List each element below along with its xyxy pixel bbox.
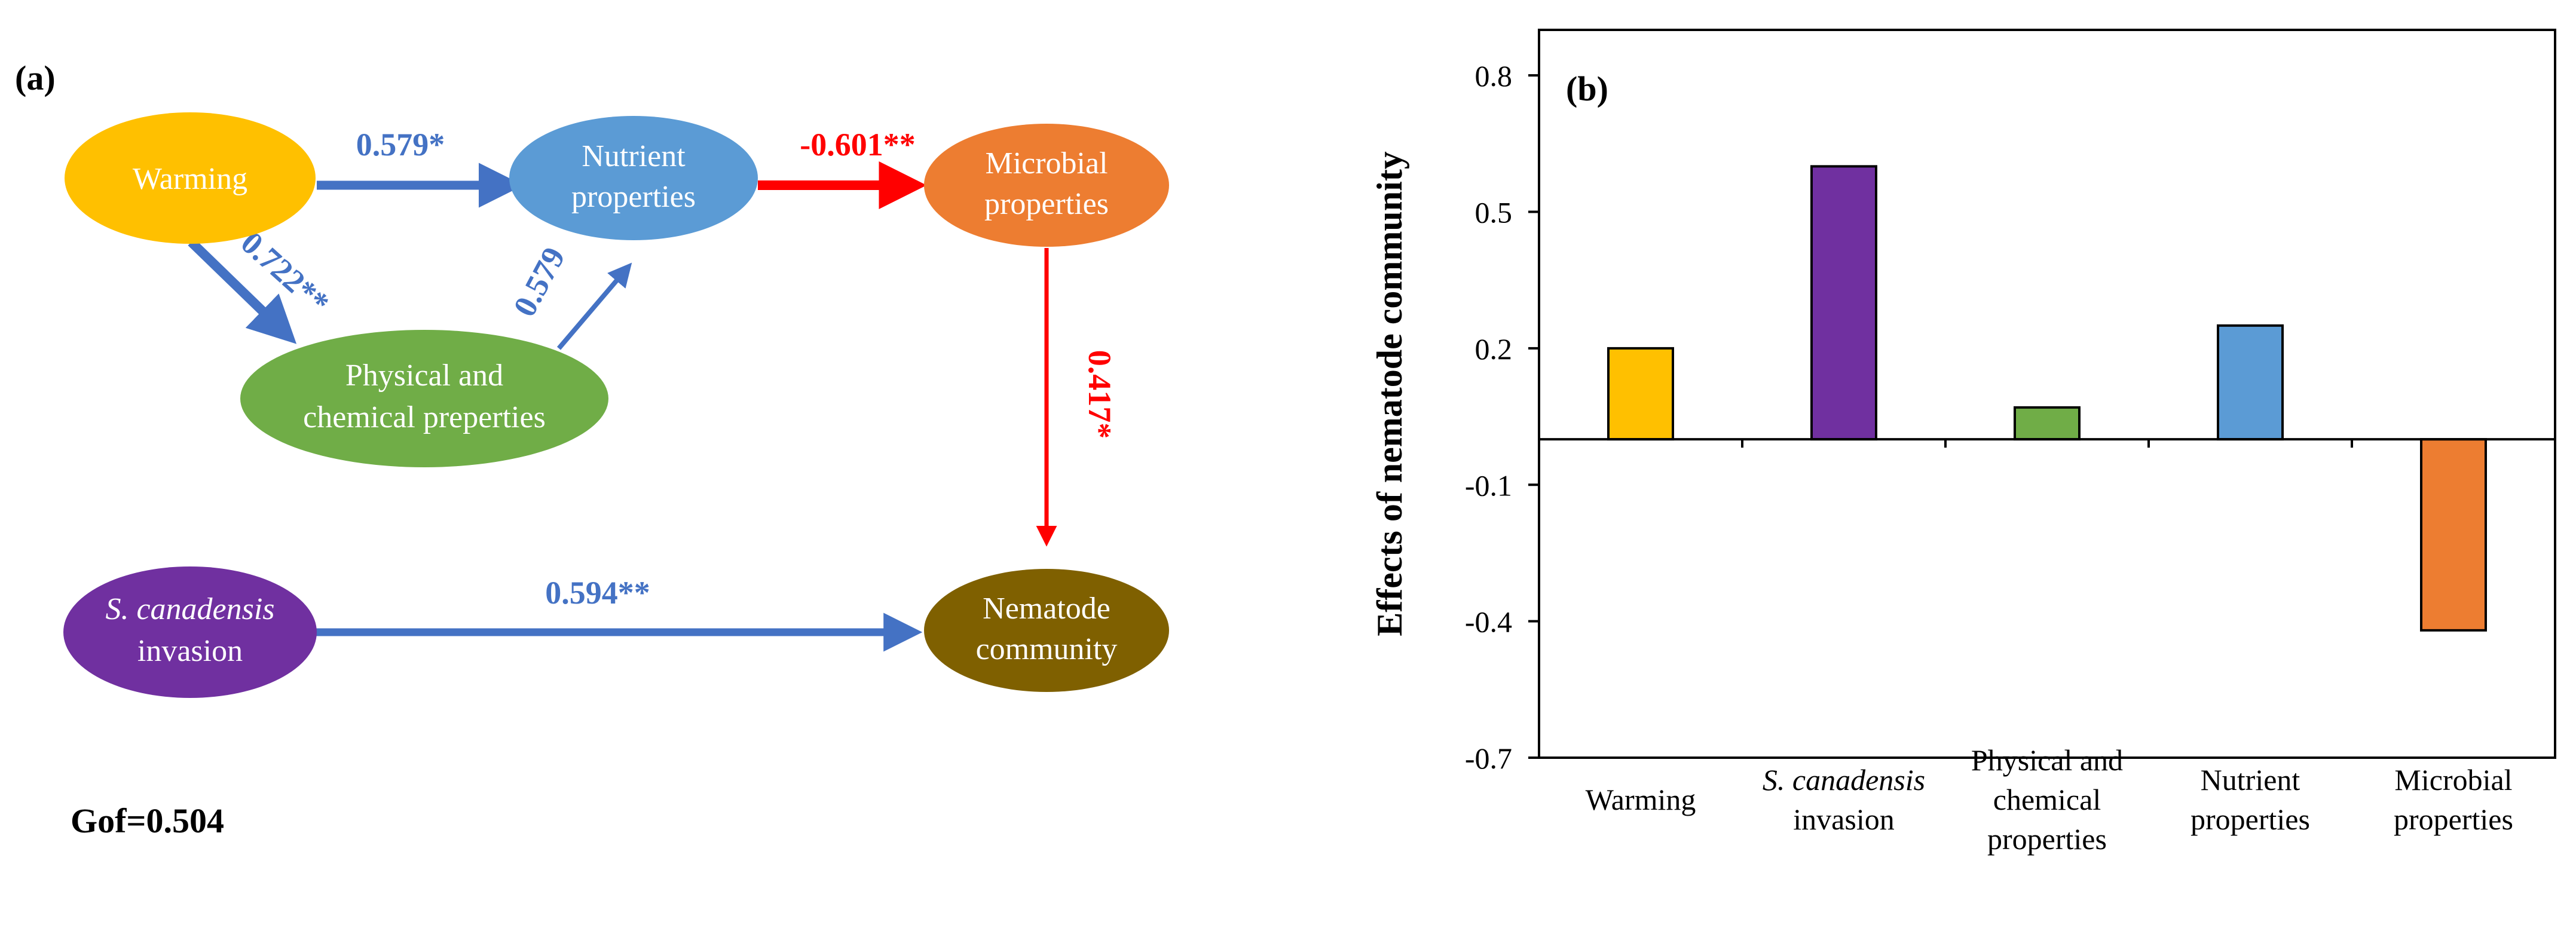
panel-a-label: (a): [15, 59, 56, 97]
coef-microbial-nematode: 0.417*: [1082, 350, 1118, 439]
node-physical-label-line2: chemical preperties: [303, 400, 546, 434]
coef-warming-nutrient: 0.579*: [356, 127, 445, 163]
x-category-label: properties: [2190, 803, 2310, 836]
arrow-physical-to-nutrient: [556, 262, 632, 350]
bar: [1810, 165, 1877, 441]
node-nutrient: Nutrient properties: [509, 116, 758, 240]
bar: [2014, 406, 2081, 441]
x-category-label: Warming: [1586, 783, 1696, 816]
node-physical-label-line1: Physical and: [345, 359, 503, 393]
x-axis-labels: Warming S. canadensis invasion Physical and…: [1586, 743, 2513, 856]
node-physical-shape: [240, 330, 608, 467]
node-invasion-label-line2: invasion: [137, 634, 243, 668]
node-nutrient-label-line2: properties: [571, 180, 696, 214]
node-invasion: S. canadensis invasion: [63, 566, 317, 698]
y-tick-label: -0.1: [1465, 468, 1512, 502]
node-nutrient-label-line1: Nutrient: [582, 139, 686, 173]
node-physical: Physical and chemical preperties: [240, 330, 608, 467]
plot-frame: [1538, 29, 2556, 759]
bar: [2420, 438, 2487, 632]
panel-b-label: (b): [1566, 69, 1608, 108]
bars: [1607, 165, 2487, 632]
coef-nutrient-microbial: -0.601**: [800, 127, 915, 163]
node-warming: Warming: [65, 112, 316, 244]
node-invasion-shape: [63, 566, 317, 698]
x-category-label: chemical: [1993, 783, 2101, 816]
node-invasion-label-line1: S. canadensis: [105, 592, 274, 626]
node-warming-shape: [65, 112, 316, 244]
coef-invasion-nematode: 0.594**: [545, 575, 650, 611]
arrow-warming-to-physical: [188, 238, 297, 344]
node-nematode-label-line2: community: [976, 632, 1118, 666]
bar: [2217, 324, 2284, 441]
x-category-label: properties: [1987, 822, 2107, 856]
coef-warming-physical: 0.722**: [234, 225, 336, 321]
node-nutrient-shape: [509, 116, 758, 240]
x-category-label: S. canadensis: [1763, 763, 1925, 797]
y-axis-title: Effects of nematode community: [1370, 151, 1409, 636]
node-warming-label: Warming: [133, 162, 247, 196]
node-microbial-label-line2: properties: [984, 187, 1109, 221]
node-microbial-shape: [924, 124, 1169, 247]
node-microbial-label-line1: Microbial: [985, 146, 1108, 180]
gof-label: Gof=0.504: [71, 801, 224, 840]
coef-physical-nutrient: 0.579: [506, 241, 572, 322]
x-category-label: properties: [2394, 803, 2513, 836]
node-nematode: Nematode community: [924, 569, 1169, 692]
panel-b-bar-chart: (b) Effects of nematode community 0.8 0.5…: [1370, 29, 2556, 856]
y-tick-label: 0.5: [1475, 196, 1513, 229]
node-nematode-label-line1: Nematode: [983, 592, 1110, 626]
y-tick-label: -0.7: [1465, 742, 1512, 775]
x-axis-ticks: [1741, 439, 2353, 448]
bar: [1607, 347, 1674, 441]
x-category-label: invasion: [1793, 803, 1894, 836]
node-microbial: Microbial properties: [924, 124, 1169, 247]
y-axis-ticks: 0.8 0.5 0.2 -0.1 -0.4 -0.7: [1465, 59, 1539, 775]
x-category-label: Physical and: [1971, 743, 2123, 777]
node-nematode-shape: [924, 569, 1169, 692]
panel-a-path-diagram: (a) 0.579* -0.601** 0.722** 0.579 0.417*…: [15, 59, 1169, 840]
y-tick-label: 0.8: [1475, 59, 1513, 93]
x-category-label: Microbial: [2394, 763, 2512, 797]
y-tick-label: -0.4: [1465, 605, 1512, 639]
y-tick-label: 0.2: [1475, 332, 1513, 366]
x-category-label: Nutrient: [2201, 763, 2300, 797]
